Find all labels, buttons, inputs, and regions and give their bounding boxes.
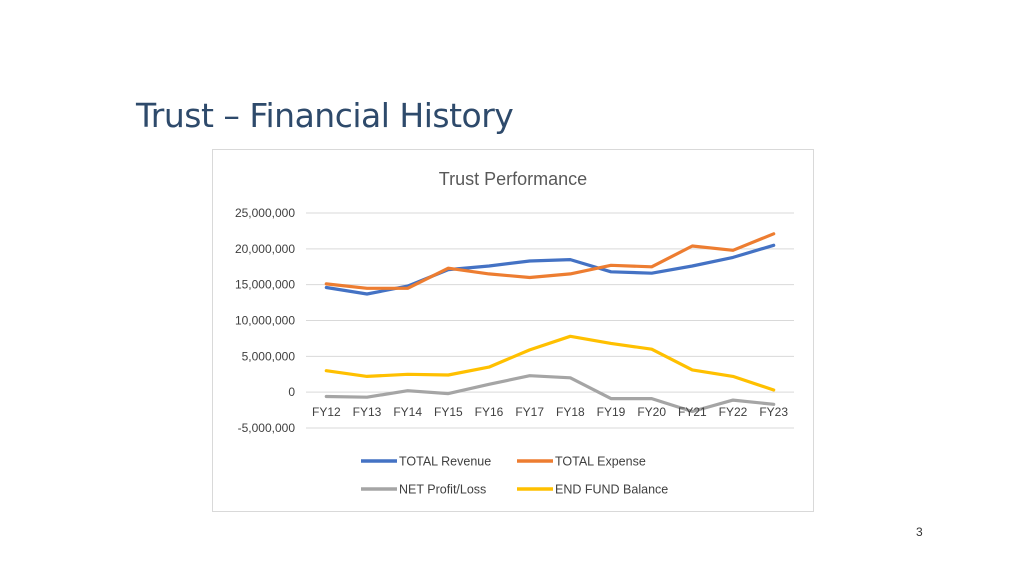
x-tick-label: FY15: [434, 405, 463, 419]
x-tick-label: FY13: [353, 405, 382, 419]
chart-title: Trust Performance: [439, 169, 587, 189]
x-tick-label: FY20: [637, 405, 666, 419]
x-tick-label: FY18: [556, 405, 585, 419]
series-line-2: [324, 232, 776, 290]
x-tick-label: FY17: [515, 405, 544, 419]
y-tick-label: 5,000,000: [242, 349, 296, 363]
y-tick-label: 10,000,000: [235, 314, 295, 328]
x-tick-label: FY16: [475, 405, 504, 419]
series-line-4: [324, 334, 776, 392]
x-tick-label: FY22: [719, 405, 748, 419]
y-tick-label: 20,000,000: [235, 242, 295, 256]
chart-frame: Trust Performance 25,000,000 20,000,000 15…: [212, 149, 814, 512]
legend-label: TOTAL Expense: [555, 455, 646, 469]
legend-label: NET Profit/Loss: [399, 483, 486, 497]
series-line-1: [324, 243, 776, 296]
y-tick-label: 15,000,000: [235, 278, 295, 292]
x-tick-label: FY14: [393, 405, 422, 419]
x-tick-label: FY21: [678, 405, 707, 419]
x-tick-label: FY19: [597, 405, 626, 419]
legend-label: TOTAL Revenue: [399, 455, 491, 469]
y-tick-label: 0: [288, 385, 295, 399]
x-tick-label: FY12: [312, 405, 341, 419]
slide-title: Trust – Financial History: [136, 96, 514, 135]
series-line-3: [324, 374, 776, 414]
y-tick-label: 25,000,000: [235, 206, 295, 220]
x-tick-label: FY23: [759, 405, 788, 419]
page-number: 3: [916, 525, 923, 539]
legend-label: END FUND Balance: [555, 483, 668, 497]
line-chart: Trust Performance 25,000,000 20,000,000 15…: [235, 169, 794, 497]
y-tick-label: -5,000,000: [238, 421, 296, 435]
